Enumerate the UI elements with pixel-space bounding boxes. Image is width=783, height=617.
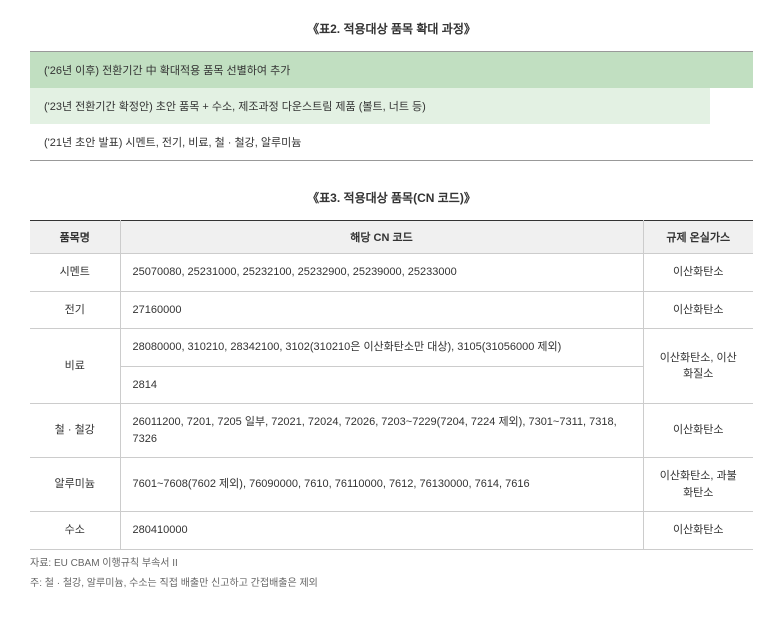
cell-name: 비료 bbox=[30, 329, 120, 404]
footnote-note: 주: 철 · 철강, 알루미늄, 수소는 직접 배출만 신고하고 간접배출은 제… bbox=[30, 576, 753, 592]
cell-gas: 이산화탄소 bbox=[643, 254, 753, 292]
header-cn: 해당 CN 코드 bbox=[120, 221, 643, 254]
cell-gas: 이산화탄소 bbox=[643, 291, 753, 329]
cell-name: 시멘트 bbox=[30, 254, 120, 292]
table3-title: 《표3. 적용대상 품목(CN 코드)》 bbox=[30, 189, 753, 206]
cell-name: 알루미늄 bbox=[30, 458, 120, 512]
footnote-source: 자료: EU CBAM 이행규칙 부속서 II bbox=[30, 556, 753, 572]
table-header-row: 품목명 해당 CN 코드 규제 온실가스 bbox=[30, 221, 753, 254]
cell-cn: 25070080, 25231000, 25232100, 25232900, … bbox=[120, 254, 643, 292]
cell-gas: 이산화탄소, 과불화탄소 bbox=[643, 458, 753, 512]
cell-cn: 2814 bbox=[120, 366, 643, 404]
expansion-row-2021: ('21년 초안 발표) 시멘트, 전기, 비료, 철 · 철강, 알루미늄 bbox=[30, 124, 666, 160]
table-row: 시멘트 25070080, 25231000, 25232100, 252329… bbox=[30, 254, 753, 292]
cn-code-table: 품목명 해당 CN 코드 규제 온실가스 시멘트 25070080, 25231… bbox=[30, 220, 753, 550]
cell-cn: 28080000, 310210, 28342100, 3102(310210은… bbox=[120, 329, 643, 367]
cell-gas: 이산화탄소 bbox=[643, 404, 753, 458]
cell-name: 전기 bbox=[30, 291, 120, 329]
cell-cn: 280410000 bbox=[120, 512, 643, 550]
table-row: 알루미늄 7601~7608(7602 제외), 76090000, 7610,… bbox=[30, 458, 753, 512]
table2-title: 《표2. 적용대상 품목 확대 과정》 bbox=[30, 20, 753, 37]
cell-gas: 이산화탄소, 이산화질소 bbox=[643, 329, 753, 404]
table-row: 비료 28080000, 310210, 28342100, 3102(3102… bbox=[30, 329, 753, 367]
table-row: 전기 27160000 이산화탄소 bbox=[30, 291, 753, 329]
cell-cn: 26011200, 7201, 7205 일부, 72021, 72024, 7… bbox=[120, 404, 643, 458]
expansion-row-future: ('26년 이후) 전환기간 中 확대적용 품목 선별하여 추가 bbox=[30, 52, 753, 88]
header-name: 품목명 bbox=[30, 221, 120, 254]
cell-gas: 이산화탄소 bbox=[643, 512, 753, 550]
table-row: 수소 280410000 이산화탄소 bbox=[30, 512, 753, 550]
cell-cn: 27160000 bbox=[120, 291, 643, 329]
expansion-process-box: ('26년 이후) 전환기간 中 확대적용 품목 선별하여 추가 ('23년 전… bbox=[30, 51, 753, 161]
table-row: 철 · 철강 26011200, 7201, 7205 일부, 72021, 7… bbox=[30, 404, 753, 458]
header-gas: 규제 온실가스 bbox=[643, 221, 753, 254]
cell-name: 철 · 철강 bbox=[30, 404, 120, 458]
expansion-row-2023: ('23년 전환기간 확정안) 초안 품목 + 수소, 제조과정 다운스트림 제… bbox=[30, 88, 710, 124]
cell-name: 수소 bbox=[30, 512, 120, 550]
cell-cn: 7601~7608(7602 제외), 76090000, 7610, 7611… bbox=[120, 458, 643, 512]
